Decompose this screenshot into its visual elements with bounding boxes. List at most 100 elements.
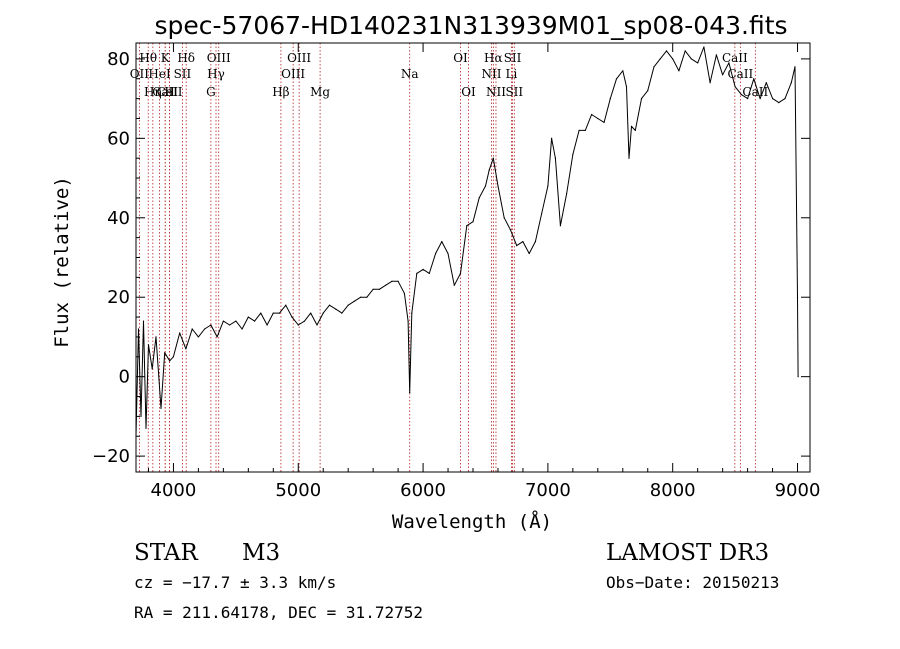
- line-label-7: HeI: [148, 67, 171, 81]
- spectrum-point-46: [391, 280, 393, 282]
- spectrum-point-105: [722, 74, 724, 76]
- spectrum-point-56: [441, 241, 443, 243]
- spectrum-point-40: [353, 300, 355, 302]
- spectrum-point-70: [522, 241, 524, 243]
- spectrum-point-54: [428, 272, 430, 274]
- spectrum-point-26: [266, 324, 268, 326]
- spectrum-point-10: [169, 360, 171, 362]
- spectrum-point-107: [734, 86, 736, 88]
- spectrum-point-53: [422, 268, 424, 270]
- x-tick-label-5: 9000: [775, 480, 821, 501]
- spectrum-point-79: [572, 153, 574, 155]
- spectrum-point-98: [678, 70, 680, 72]
- y-tick-label-2: 20: [107, 287, 130, 308]
- line-label-4: K: [161, 51, 171, 65]
- spectrum-point-68: [509, 229, 511, 231]
- spectrum-point-16: [204, 328, 206, 330]
- spectrum-point-6: [151, 368, 153, 370]
- spectrum-point-118: [796, 296, 799, 298]
- spectrum-point-43: [372, 288, 374, 290]
- spectrum-point-7: [155, 336, 157, 338]
- line-label-13: Hβ: [272, 85, 289, 99]
- line-label-11: Hγ: [207, 67, 225, 81]
- line-label-1: CaII: [157, 85, 183, 99]
- spectrum-point-104: [715, 54, 718, 56]
- spectrum-point-119: [797, 376, 799, 378]
- spectrum-point-42: [366, 296, 368, 298]
- line-label-3: Hη: [144, 85, 162, 99]
- spectrum-point-38: [341, 312, 343, 314]
- x-tick-label-3: 7000: [525, 480, 571, 501]
- line-label-0: CaII: [152, 85, 178, 99]
- line-label-12: G: [206, 85, 216, 99]
- line-label-24: Li: [506, 67, 518, 81]
- x-tick-label-1: 5000: [275, 480, 321, 501]
- x-tick-label-2: 6000: [400, 480, 446, 501]
- spectrum-point-12: [179, 332, 181, 334]
- spectrum-point-69: [516, 245, 518, 247]
- line-label-17: Na: [401, 67, 419, 81]
- spectrum-point-21: [235, 320, 237, 322]
- spectrum-series: [135, 46, 799, 437]
- spectrum-point-111: [759, 98, 761, 100]
- spectrum-point-31: [297, 324, 299, 326]
- spectrum-point-96: [665, 50, 668, 52]
- line-label-27: CaII: [727, 67, 753, 81]
- spectrum-point-9: [164, 352, 166, 354]
- spectrum-point-5: [147, 344, 150, 346]
- spectrum-point-18: [216, 336, 218, 338]
- spectrum-point-24: [254, 320, 256, 322]
- spectrum-point-15: [197, 336, 199, 338]
- spectrum-point-74: [547, 185, 549, 187]
- spectrum-point-44: [378, 288, 380, 290]
- spectrum-point-28: [278, 312, 281, 314]
- spectrum-point-51: [411, 312, 413, 314]
- line-label-22: NII: [486, 85, 506, 99]
- spectrum-point-49: [407, 320, 409, 322]
- spectrum-point-80: [578, 129, 580, 131]
- line-label-25: SII: [505, 85, 523, 99]
- survey-name: LAMOST DR3: [606, 540, 769, 566]
- spectrum-point-87: [622, 70, 624, 72]
- spectrum-point-35: [322, 312, 324, 314]
- spectrum-point-36: [328, 304, 331, 306]
- spectrum-point-57: [447, 252, 449, 255]
- spectrum-point-59: [459, 272, 462, 274]
- redshift-cz: cz = −17.7 ± 3.3 km/s: [134, 573, 336, 592]
- spectrum-point-33: [310, 312, 312, 314]
- spectrum-point-17: [210, 324, 212, 326]
- spectrum-point-63: [484, 185, 487, 187]
- line-label-10: OIII: [207, 51, 231, 65]
- y-tick-label-0: −20: [92, 446, 130, 467]
- line-label-6: OII: [130, 67, 150, 81]
- spectrum-point-8: [160, 407, 162, 409]
- line-label-21: NII: [481, 67, 501, 81]
- x-tick-label-0: 4000: [151, 480, 197, 501]
- spectrum-point-67: [503, 217, 505, 219]
- spectrum-point-109: [747, 98, 749, 100]
- spectrum-point-106: [728, 62, 730, 64]
- spectrum-point-100: [690, 58, 693, 60]
- ra-dec: RA = 211.64178, DEC = 31.72752: [134, 603, 423, 622]
- spectrum-point-101: [697, 62, 699, 64]
- spectrum-point-65: [492, 157, 494, 159]
- spectrum-point-92: [640, 98, 643, 100]
- object-class: STAR: [134, 540, 198, 566]
- line-label-2: Hθ: [139, 51, 157, 65]
- spectrum-point-86: [615, 78, 618, 80]
- spectrum-point-110: [753, 78, 755, 80]
- spectrum-point-83: [597, 117, 599, 120]
- spectrum-point-3: [142, 320, 145, 322]
- spectrum-point-37: [335, 308, 337, 310]
- spectrum-point-32: [303, 320, 306, 322]
- y-axis-label: Flux (relative): [51, 176, 73, 348]
- spectrum-point-60: [466, 225, 468, 227]
- spectrum-point-94: [653, 66, 655, 68]
- spectrum-point-99: [684, 50, 686, 52]
- y-tick-label-1: 0: [119, 367, 130, 388]
- spectrum-point-103: [709, 82, 711, 84]
- spectrum-point-27: [272, 312, 274, 314]
- spectrum-point-88: [625, 86, 628, 88]
